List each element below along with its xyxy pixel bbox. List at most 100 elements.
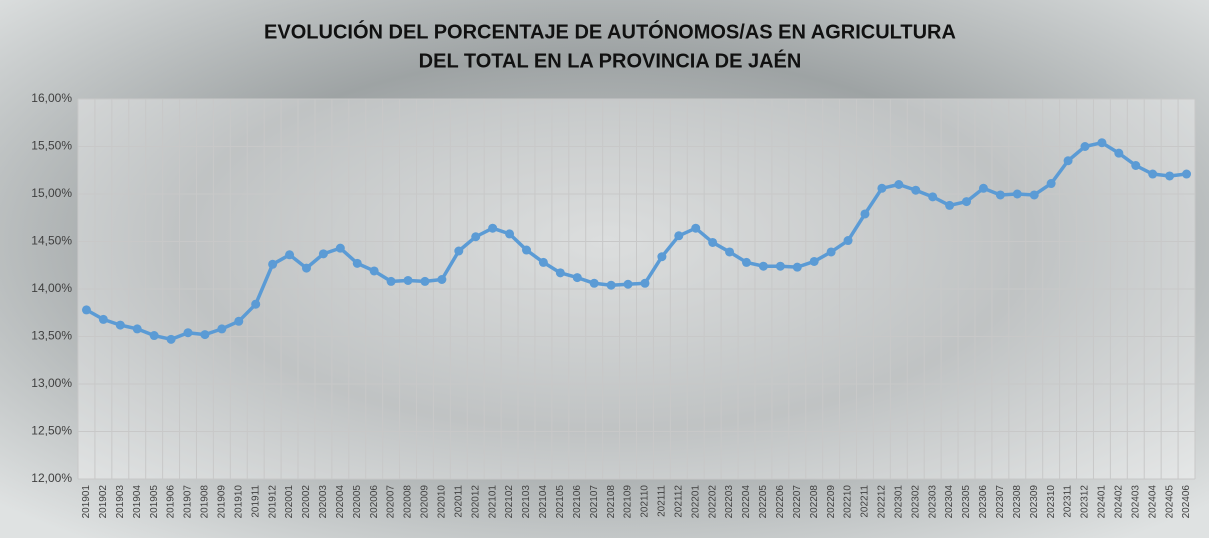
x-tick-label: 201907 [183, 485, 194, 519]
data-point [1046, 179, 1056, 189]
data-point [1148, 169, 1158, 179]
data-point [708, 237, 718, 247]
x-tick-label: 202211 [860, 485, 871, 518]
x-tick-label: 201906 [166, 485, 177, 519]
x-tick-label: 202304 [944, 485, 955, 519]
y-tick-label: 12,00% [31, 471, 72, 485]
data-point [657, 252, 667, 262]
data-point [1063, 156, 1073, 166]
x-tick-label: 202104 [538, 485, 549, 519]
x-tick-label: 202110 [640, 485, 651, 518]
y-tick-label: 14,50% [31, 234, 72, 248]
x-tick-label: 201903 [115, 485, 126, 519]
y-tick-label: 12,50% [31, 424, 72, 438]
x-tick-label: 202308 [1012, 485, 1023, 519]
x-tick-label: 201902 [98, 485, 109, 519]
x-tick-label: 202203 [724, 485, 735, 519]
x-tick-label: 202403 [1130, 485, 1141, 519]
data-point [251, 299, 261, 309]
data-point [572, 273, 582, 283]
data-point [1029, 190, 1039, 200]
data-point [166, 334, 176, 344]
data-point [962, 197, 972, 207]
x-tick-label: 201908 [200, 485, 211, 519]
x-tick-label: 201909 [216, 485, 227, 519]
data-point [386, 276, 396, 286]
data-point [894, 180, 904, 189]
data-point [285, 250, 295, 260]
data-point [471, 232, 481, 242]
x-tick-label: 202303 [927, 485, 938, 519]
data-point [318, 249, 328, 259]
x-tick-label: 202103 [521, 485, 532, 519]
x-tick-label: 202302 [910, 485, 921, 519]
data-point [81, 305, 91, 315]
data-point [454, 246, 464, 256]
x-tick-label: 202201 [690, 485, 701, 519]
data-point [843, 236, 853, 246]
data-point [945, 200, 955, 210]
data-point [369, 266, 379, 276]
x-tick-label: 202305 [961, 485, 972, 519]
x-tick-label: 202005 [352, 485, 363, 519]
x-tick-label: 202112 [673, 485, 684, 518]
x-tick-label: 201904 [132, 485, 143, 519]
x-tick-label: 202207 [792, 485, 803, 519]
data-point [132, 324, 142, 334]
data-point [234, 316, 244, 326]
x-tick-label: 202107 [589, 485, 600, 519]
x-tick-label: 202002 [301, 485, 312, 519]
x-tick-label: 202310 [1046, 485, 1057, 519]
data-point [623, 279, 633, 289]
x-tick-label: 202106 [572, 485, 583, 519]
x-tick-label: 201905 [149, 485, 160, 519]
data-point [1131, 161, 1141, 170]
data-point [1182, 169, 1192, 179]
x-tick-label: 202101 [487, 485, 498, 519]
chart-title: EVOLUCIÓN DEL PORCENTAJE DE AUTÓNOMOS/AS… [264, 19, 956, 43]
data-point [301, 263, 311, 273]
x-tick-label: 202206 [775, 485, 786, 519]
x-tick-label: 202204 [741, 485, 752, 519]
y-tick-label: 14,00% [31, 281, 72, 295]
data-point [98, 314, 108, 324]
data-point [674, 231, 684, 241]
data-point [183, 328, 193, 338]
chart-title: DEL TOTAL EN LA PROVINCIA DE JAÉN [419, 49, 802, 72]
x-tick-label: 202108 [606, 485, 617, 519]
x-tick-label: 202301 [893, 485, 904, 519]
data-point [115, 320, 125, 330]
x-tick-label: 202105 [555, 485, 566, 519]
x-tick-label: 202009 [420, 485, 431, 519]
data-point [335, 243, 345, 253]
x-tick-label: 202008 [403, 485, 414, 519]
data-point [437, 275, 447, 284]
x-tick-label: 202007 [386, 485, 397, 519]
x-tick-label: 202402 [1113, 485, 1124, 519]
data-point [488, 223, 498, 233]
x-tick-label: 202209 [826, 485, 837, 519]
data-point [758, 261, 768, 271]
data-point [860, 209, 870, 219]
data-point [200, 330, 210, 340]
data-point [978, 183, 988, 193]
x-tick-label: 202010 [437, 485, 448, 519]
data-point [1097, 138, 1107, 148]
x-tick-label: 202205 [758, 485, 769, 519]
data-point [742, 257, 752, 267]
data-point [352, 258, 362, 268]
data-point [505, 229, 515, 239]
data-point [521, 245, 531, 255]
x-tick-label: 202307 [995, 485, 1006, 519]
y-tick-label: 13,50% [31, 329, 72, 343]
x-tick-label: 202111 [657, 485, 668, 517]
x-tick-label: 202401 [1097, 485, 1108, 519]
x-tick-label: 202405 [1164, 485, 1175, 519]
data-point [928, 192, 938, 202]
data-point [826, 247, 836, 257]
x-tick-label: 202210 [843, 485, 854, 519]
data-point [775, 261, 785, 271]
x-tick-label: 202003 [318, 485, 329, 519]
